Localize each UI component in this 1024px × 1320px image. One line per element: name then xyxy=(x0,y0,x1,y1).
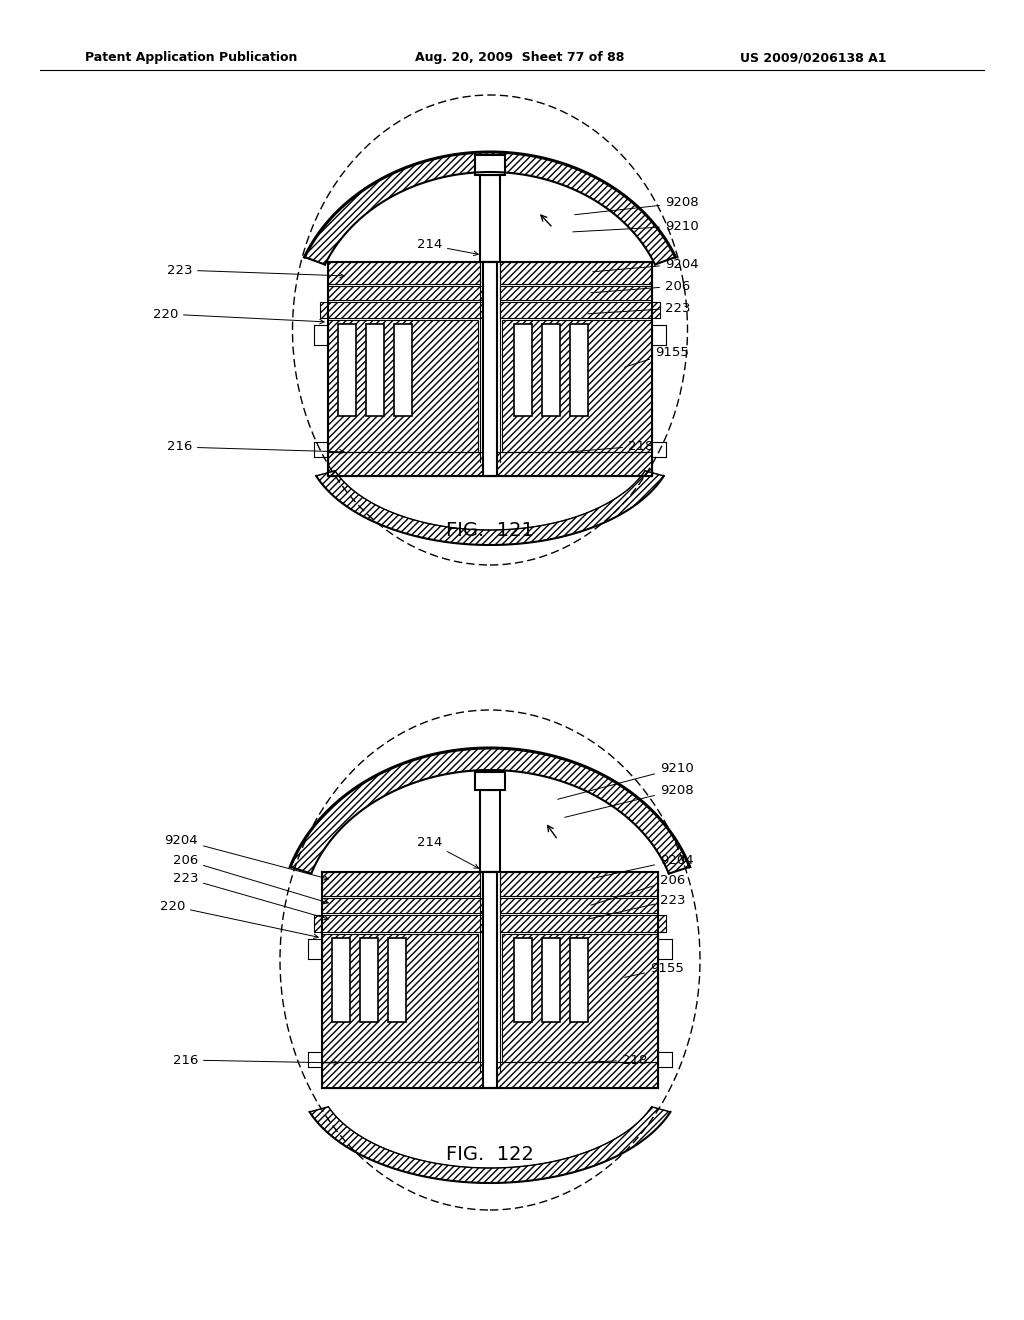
Bar xyxy=(542,323,560,416)
Bar xyxy=(500,915,666,932)
Bar xyxy=(500,302,660,318)
Text: 216: 216 xyxy=(173,1053,338,1067)
Bar xyxy=(514,939,532,1022)
Text: 206: 206 xyxy=(173,854,329,904)
Bar xyxy=(483,873,497,1088)
Bar xyxy=(514,323,532,416)
Bar xyxy=(322,1063,658,1088)
Text: 214: 214 xyxy=(417,836,478,869)
Text: 9210: 9210 xyxy=(558,762,693,800)
Text: 9204: 9204 xyxy=(165,833,329,880)
Bar xyxy=(366,323,384,416)
Text: 9204: 9204 xyxy=(593,257,698,272)
Text: 9208: 9208 xyxy=(564,784,693,817)
Text: 220: 220 xyxy=(153,308,325,323)
Text: 9210: 9210 xyxy=(572,219,698,232)
Text: US 2009/0206138 A1: US 2009/0206138 A1 xyxy=(740,51,887,65)
Bar xyxy=(328,286,485,300)
Text: FIG.  121: FIG. 121 xyxy=(446,520,534,540)
Bar xyxy=(394,323,412,416)
Bar xyxy=(332,939,350,1022)
Text: 9155: 9155 xyxy=(625,346,689,367)
Bar xyxy=(322,935,478,1063)
Text: 214: 214 xyxy=(417,239,478,256)
Bar xyxy=(500,286,652,300)
Bar xyxy=(500,873,658,896)
Text: 206: 206 xyxy=(591,280,690,293)
Bar xyxy=(500,898,658,913)
Bar xyxy=(328,451,652,477)
Bar xyxy=(542,939,560,1022)
Bar xyxy=(502,935,658,1063)
Text: 220: 220 xyxy=(160,899,318,939)
Bar xyxy=(480,176,500,261)
Text: 223: 223 xyxy=(172,871,329,920)
Text: Patent Application Publication: Patent Application Publication xyxy=(85,51,297,65)
Bar xyxy=(502,319,652,451)
Text: Aug. 20, 2009  Sheet 77 of 88: Aug. 20, 2009 Sheet 77 of 88 xyxy=(415,51,625,65)
Bar xyxy=(360,939,378,1022)
Bar xyxy=(322,898,485,913)
Text: 223: 223 xyxy=(588,301,690,314)
Bar xyxy=(500,261,652,284)
Text: 206: 206 xyxy=(591,874,685,906)
Text: 223: 223 xyxy=(167,264,344,279)
Bar xyxy=(480,789,500,873)
Bar xyxy=(338,323,356,416)
Bar xyxy=(328,261,480,284)
Text: 9155: 9155 xyxy=(625,961,684,977)
Bar xyxy=(319,302,485,318)
Text: 9204: 9204 xyxy=(593,854,693,878)
Text: FIG.  122: FIG. 122 xyxy=(446,1146,534,1164)
Bar xyxy=(314,915,485,932)
Bar xyxy=(328,319,478,451)
Text: 223: 223 xyxy=(587,894,685,920)
Text: 218: 218 xyxy=(572,1053,647,1067)
Text: 218: 218 xyxy=(570,440,653,453)
Bar xyxy=(322,873,480,896)
Bar xyxy=(570,939,588,1022)
Bar xyxy=(483,261,497,477)
Bar xyxy=(388,939,406,1022)
Bar xyxy=(570,323,588,416)
Bar xyxy=(475,772,505,789)
Bar xyxy=(475,154,505,176)
Text: 216: 216 xyxy=(167,441,344,454)
Text: 9208: 9208 xyxy=(574,197,698,215)
